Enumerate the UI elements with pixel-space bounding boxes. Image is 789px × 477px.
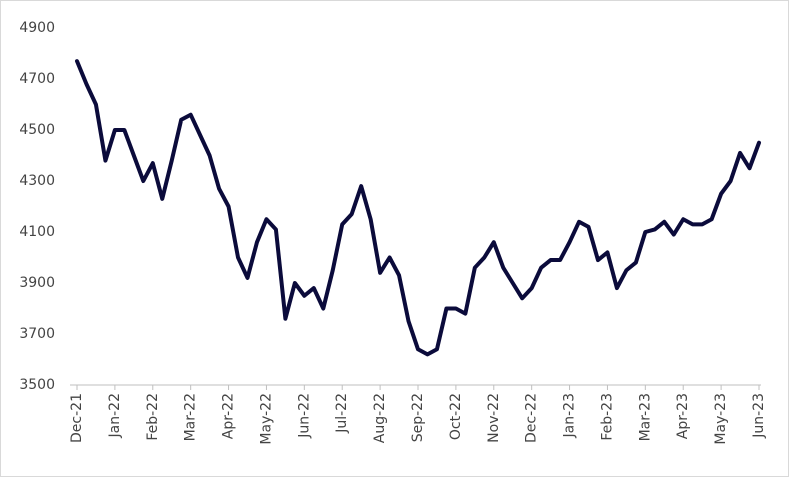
x-tick-label: Jan-22: [107, 393, 123, 438]
data-line: [75, 59, 761, 357]
x-tick-label: Jun-22: [296, 393, 312, 439]
x-tick-label: Sep-22: [410, 393, 426, 442]
x-tick-label: Jul-22: [334, 393, 350, 434]
y-tick-label: 3500: [19, 377, 55, 393]
x-tick-label: Mar-22: [183, 393, 199, 441]
y-tick-label: 4500: [19, 122, 55, 138]
x-tick-label: May-22: [258, 393, 274, 445]
x-tick-label: Jun-23: [751, 393, 767, 439]
x-tick-label: Dec-22: [524, 393, 540, 443]
y-tick-label: 4700: [19, 71, 55, 87]
x-tick-label: Dec-21: [69, 393, 85, 443]
x-tick-label: Feb-22: [145, 393, 161, 441]
x-tick-label: Apr-22: [221, 393, 237, 439]
x-tick-label: May-23: [713, 393, 729, 445]
y-tick-label: 3900: [19, 275, 55, 291]
y-tick-label: 3700: [19, 326, 55, 342]
x-tick-label: Aug-22: [372, 393, 388, 443]
x-tick-label: Mar-23: [637, 393, 653, 441]
y-tick-label: 4300: [19, 173, 55, 189]
x-tick-label: Feb-23: [599, 393, 615, 441]
x-tick-label: Apr-23: [675, 393, 691, 439]
y-tick-label: 4900: [19, 20, 55, 36]
x-tick-label: Oct-22: [448, 393, 464, 440]
y-tick-label: 4100: [19, 224, 55, 240]
x-tick-label: Jan-23: [562, 393, 578, 438]
x-tick-label: Nov-22: [486, 393, 502, 443]
